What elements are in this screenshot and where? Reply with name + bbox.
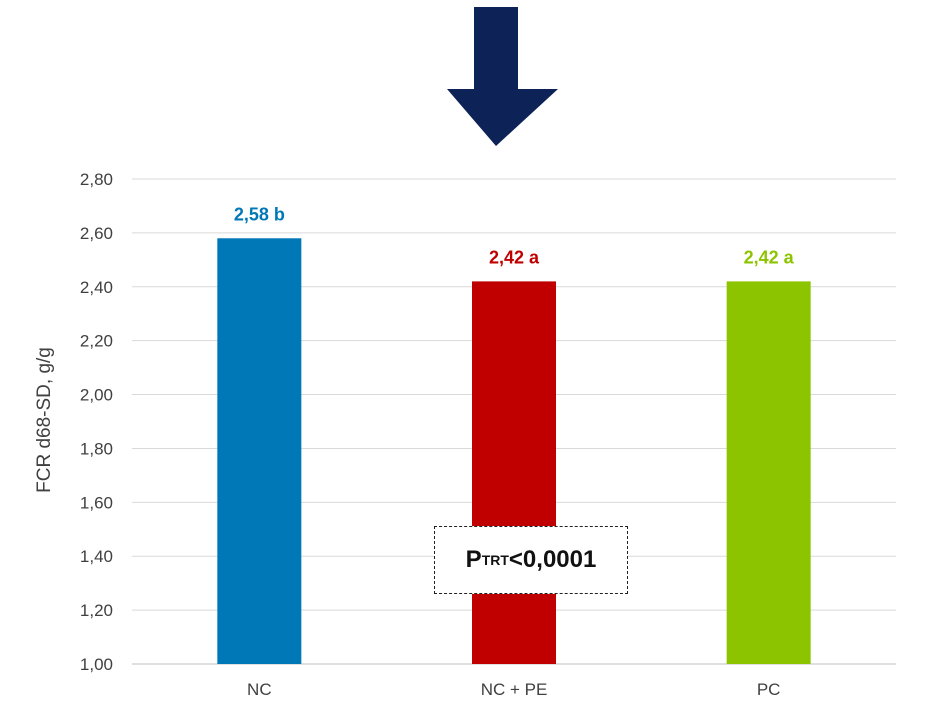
bar-data-label: 2,42 a — [489, 247, 540, 267]
y-tick-label: 1,60 — [80, 493, 113, 512]
y-tick-label: 2,40 — [80, 278, 113, 297]
y-tick-label: 2,60 — [80, 224, 113, 243]
p-value-subscript: TRT — [481, 552, 509, 568]
down-arrow-icon — [447, 7, 558, 146]
bar — [217, 238, 302, 664]
x-tick-label: NC — [247, 680, 272, 699]
p-value-suffix: <0,0001 — [508, 546, 597, 573]
bar-data-label: 2,42 a — [744, 247, 795, 267]
x-tick-label: NC + PE — [481, 680, 548, 699]
y-tick-label: 2,00 — [80, 386, 113, 405]
bar-data-label: 2,58 b — [234, 204, 285, 224]
x-tick-label: PC — [757, 680, 781, 699]
bar — [726, 281, 811, 664]
y-axis-label: FCR d68-SD, g/g — [34, 347, 55, 493]
y-tick-label: 1,40 — [80, 547, 113, 566]
y-tick-label: 1,00 — [80, 655, 113, 674]
y-tick-label: 1,20 — [80, 601, 113, 620]
p-value-annotation: P TRT <0,0001 — [434, 526, 628, 594]
y-tick-label: 2,20 — [80, 332, 113, 351]
p-value-prefix: P — [465, 546, 482, 573]
y-tick-label: 1,80 — [80, 439, 113, 458]
bar — [472, 281, 556, 664]
y-tick-label: 2,80 — [80, 170, 113, 189]
